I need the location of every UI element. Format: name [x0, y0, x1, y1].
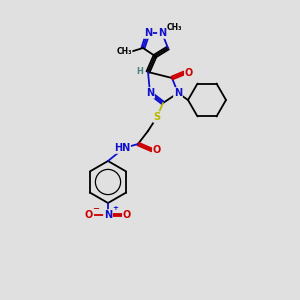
Text: N: N: [158, 28, 166, 38]
Text: N: N: [144, 28, 152, 38]
Text: N: N: [174, 88, 182, 98]
Text: CH₃: CH₃: [116, 47, 132, 56]
Text: H: H: [136, 67, 143, 76]
Text: CH₃: CH₃: [166, 22, 182, 32]
Text: +: +: [112, 205, 118, 211]
Text: −: −: [92, 204, 99, 213]
Text: O: O: [185, 68, 193, 78]
Text: O: O: [123, 210, 131, 220]
Text: O: O: [153, 145, 161, 155]
Text: O: O: [85, 210, 93, 220]
Text: HN: HN: [114, 143, 130, 153]
Text: S: S: [153, 112, 161, 122]
Text: N: N: [104, 210, 112, 220]
Text: N: N: [146, 88, 154, 98]
